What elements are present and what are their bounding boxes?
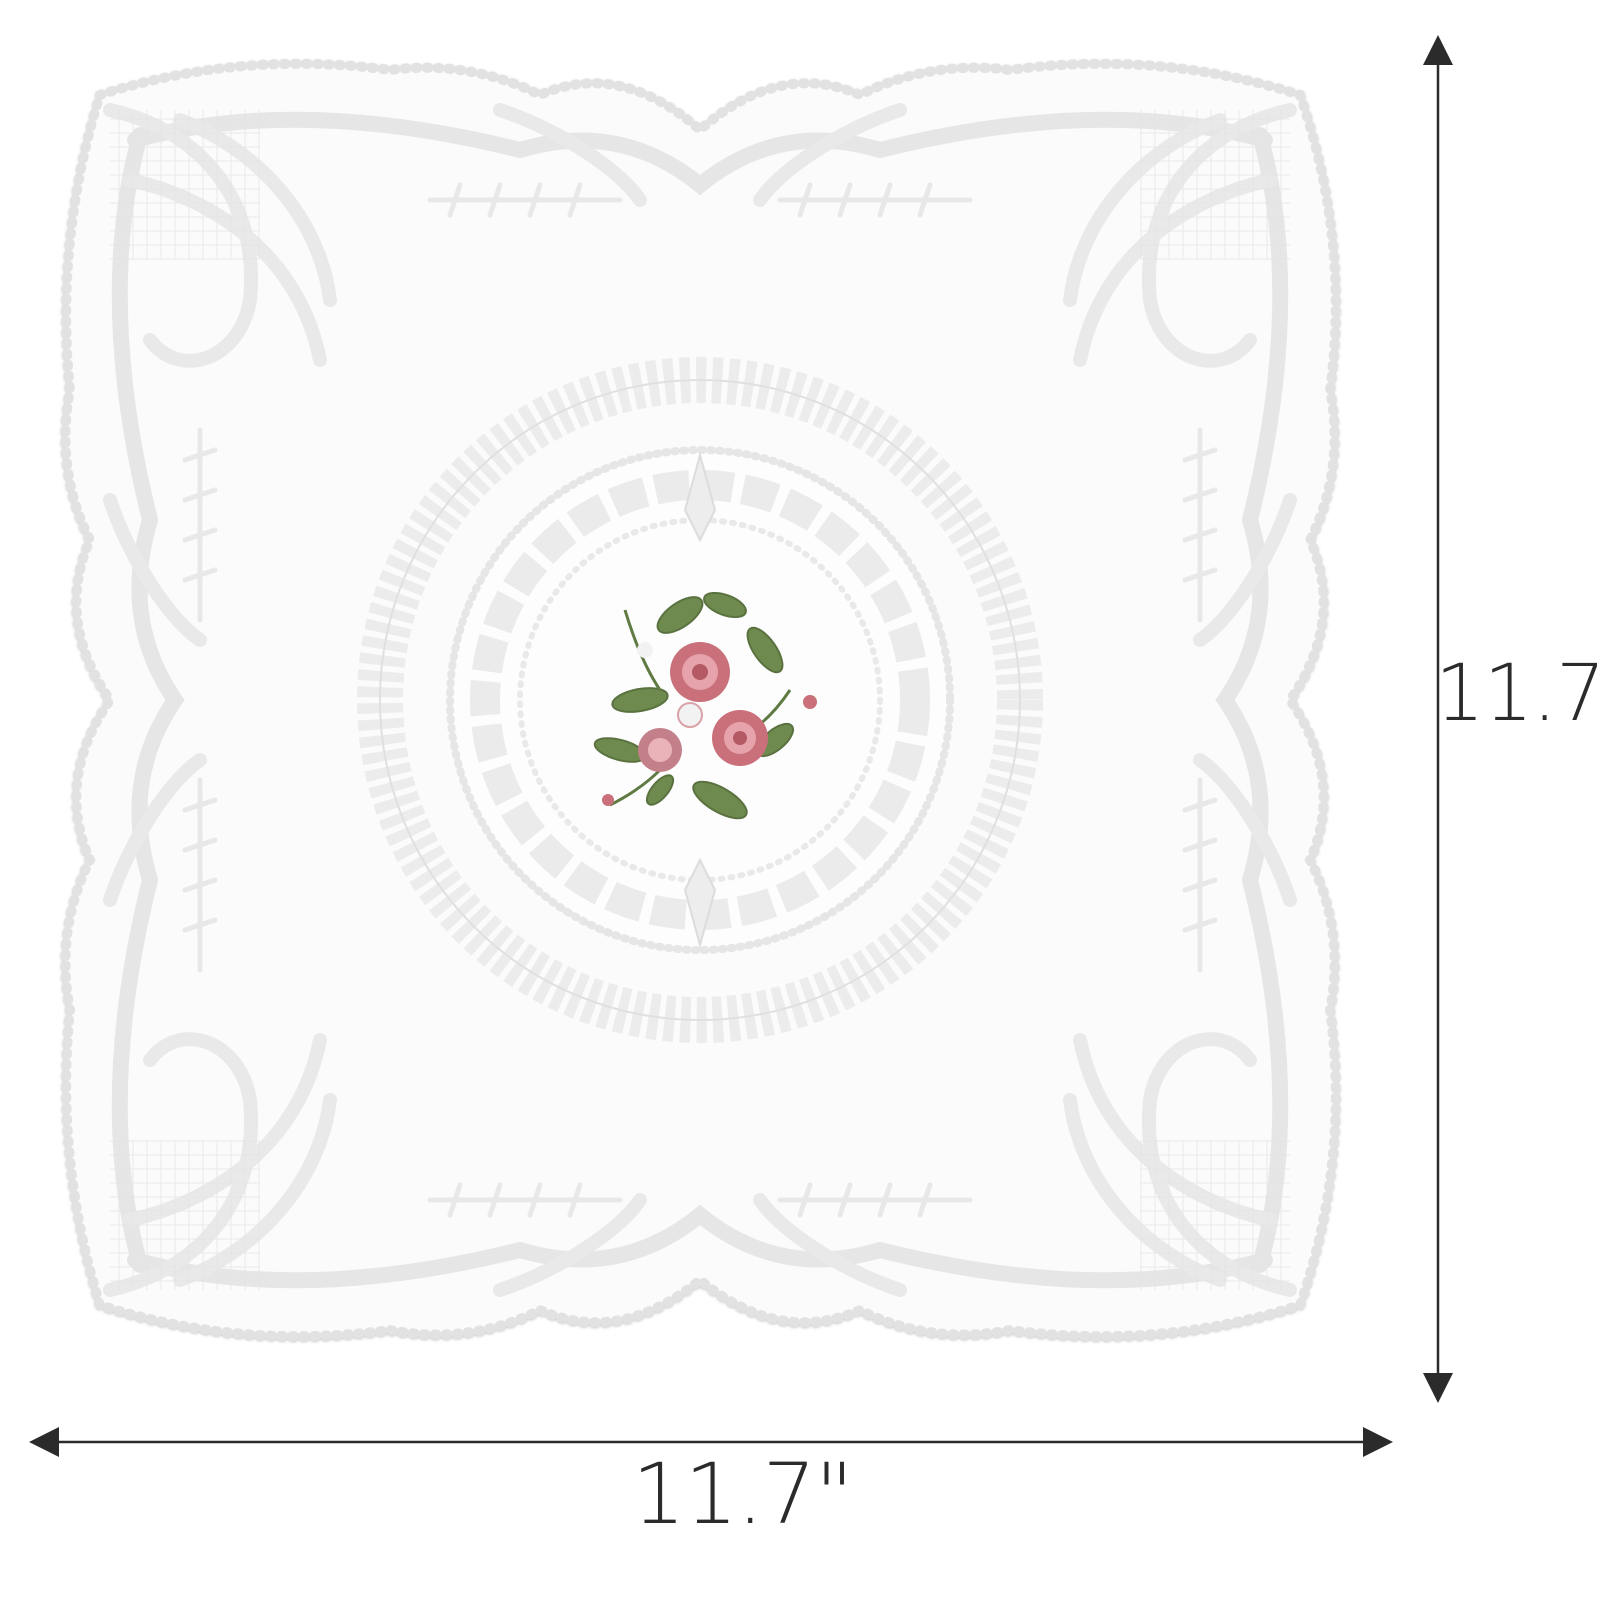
lace-border (111, 111, 1289, 1289)
dimension-arrows (28, 35, 1453, 1457)
rose-bouquet (593, 591, 817, 820)
width-dimension-label: 11.7" (632, 1445, 854, 1543)
height-dimension-label: 11.7" (1435, 649, 1600, 739)
floral-wreath-ring (357, 357, 1043, 1043)
fern-sprigs (182, 182, 1218, 1218)
leaves (593, 591, 795, 820)
roses (602, 642, 817, 806)
corner-mesh (110, 110, 1290, 1290)
